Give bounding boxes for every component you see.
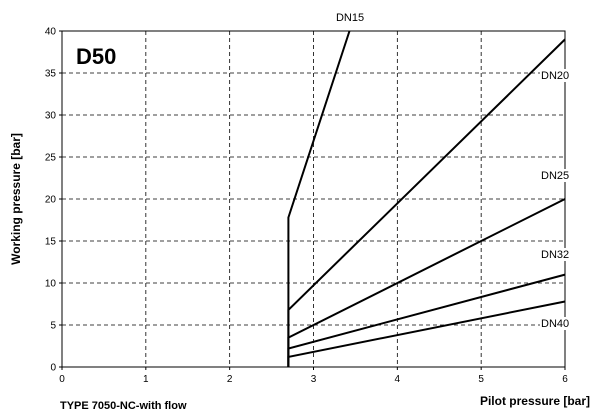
chart-title: D50 [76,44,116,69]
series-line-dn32 [287,273,566,367]
x-axis-title: Pilot pressure [bar] [480,394,590,408]
y-tick-label: 15 [45,237,57,248]
tick-labels: 0 1 2 3 4 5 6 0 5 10 15 20 25 30 35 40 [45,27,568,386]
series-label-background [540,248,566,261]
y-tick-label: 30 [45,111,57,122]
y-tick-label: 5 [50,321,56,332]
series-line-dn15 [287,30,351,367]
x-tick-label: 0 [59,374,65,385]
x-tick-label: 1 [143,374,149,385]
series-label-dn32: DN32 [541,249,569,261]
series-label-dn25: DN25 [541,170,569,182]
series-label-background [540,169,566,182]
x-tick-label: 3 [311,374,317,385]
chart-footer: TYPE 7050-NC-with flow [60,400,187,412]
y-tick-label: 10 [45,279,57,290]
series-label-dn20: DN20 [541,70,569,82]
y-tick-label: 35 [45,69,57,80]
grid [62,31,565,367]
series-line-dn40 [287,300,566,367]
x-tick-label: 6 [562,374,568,385]
x-tick-label: 2 [227,374,233,385]
y-tick-label: 20 [45,195,57,206]
y-tick-label: 40 [45,27,57,38]
series-label-background [540,317,566,330]
chart-title-background [70,41,132,71]
x-tick-label: 4 [395,374,401,385]
series-label-dn15: DN15 [336,12,364,24]
y-tick-label: 0 [50,363,56,374]
series-labels: DN15 DN20 DN25 DN32 DN40 [336,12,569,330]
series-label-dn40: DN40 [541,318,569,330]
x-tick-label: 5 [478,374,484,385]
y-axis-title: Working pressure [bar] [9,133,23,265]
series-label-background [540,69,566,82]
y-tick-label: 25 [45,153,57,164]
series-lines [287,30,566,367]
